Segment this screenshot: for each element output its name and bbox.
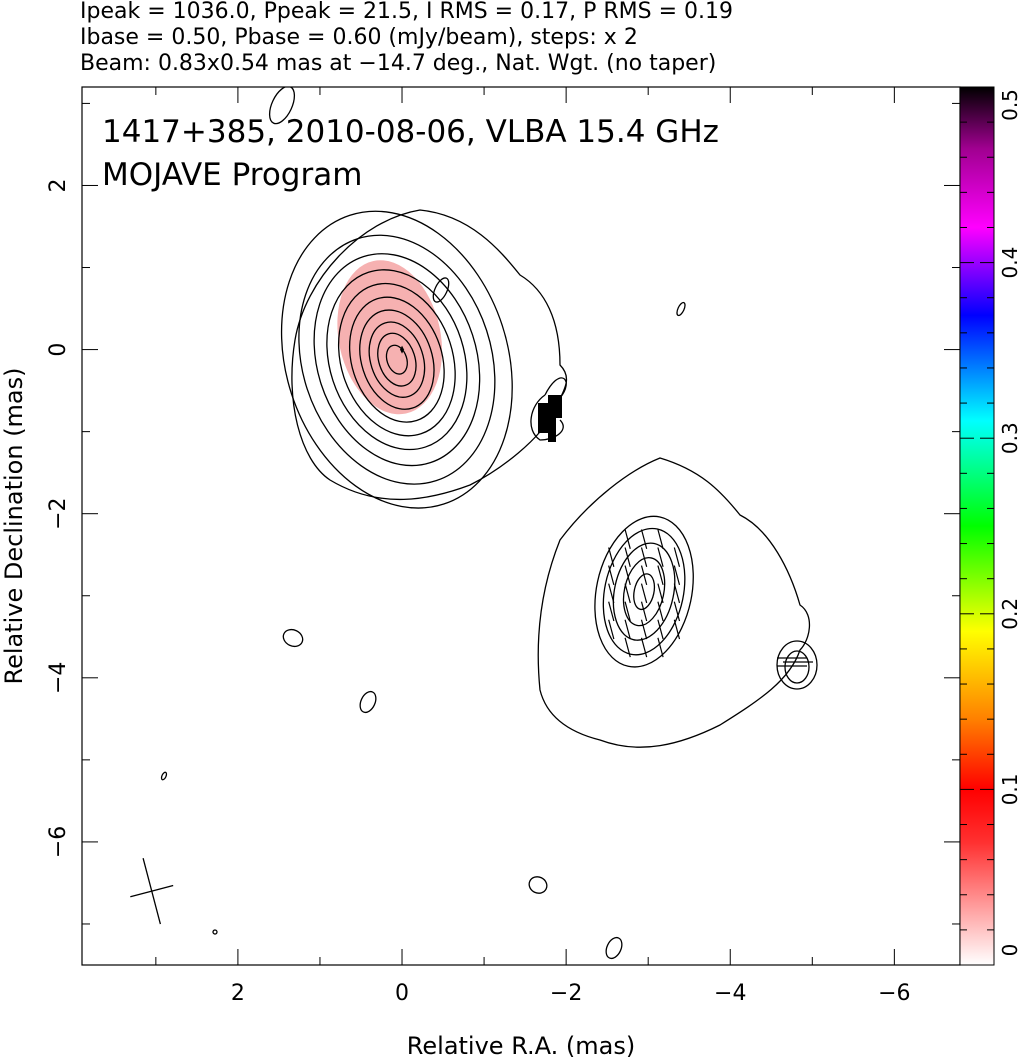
core-contour bbox=[377, 332, 417, 387]
evpa-vector bbox=[640, 547, 648, 567]
evpa-vector bbox=[624, 547, 631, 567]
minor-component-contour bbox=[776, 640, 818, 690]
noise-contour bbox=[676, 301, 686, 317]
core-contour bbox=[348, 296, 445, 423]
evpa-vector bbox=[673, 565, 681, 586]
evpa-vector bbox=[640, 637, 648, 658]
evpa-vector bbox=[657, 547, 664, 567]
x-tick-label: 2 bbox=[231, 981, 245, 1006]
noise-contour bbox=[605, 936, 623, 960]
evpa-vector bbox=[608, 619, 615, 640]
evpa-vector bbox=[624, 529, 631, 549]
chart-title-line-1: 1417+385, 2010-08-06, VLBA 15.4 GHz bbox=[102, 114, 719, 150]
minor-component-contour bbox=[784, 650, 810, 684]
chart-title-line-2: MOJAVE Program bbox=[102, 157, 362, 193]
y-axis-label: Relative Declination (mas) bbox=[0, 367, 28, 684]
header-line-1: Ipeak = 1036.0, Ppeak = 21.5, I RMS = 0.… bbox=[80, 0, 733, 24]
evpa-vector bbox=[624, 619, 631, 640]
x-tick-label: 0 bbox=[395, 981, 409, 1006]
noise-contour bbox=[160, 771, 168, 781]
core-outer-contour bbox=[291, 209, 567, 501]
evpa-vector bbox=[624, 637, 631, 658]
colorbar-tick-label: 0 bbox=[998, 944, 1022, 957]
evpa-vector bbox=[624, 583, 631, 604]
evpa-vector bbox=[657, 619, 664, 640]
evpa-vector bbox=[673, 601, 681, 622]
jet-contour bbox=[633, 573, 656, 611]
y-tick-label: −4 bbox=[46, 662, 71, 694]
beam-minor-axis bbox=[130, 884, 174, 898]
evpa-vector bbox=[608, 565, 615, 586]
jet-contour bbox=[602, 527, 686, 656]
core-contour bbox=[337, 282, 456, 437]
evpa-vector bbox=[673, 583, 681, 604]
core-contour bbox=[280, 210, 513, 509]
evpa-vector bbox=[640, 565, 648, 586]
evpa-vector bbox=[624, 601, 631, 622]
evpa-vector bbox=[624, 565, 631, 586]
jet-contour bbox=[594, 515, 694, 668]
colorbar-tick-label: 0.1 bbox=[998, 773, 1022, 805]
header-line-3: Beam: 0.83x0.54 mas at −14.7 deg., Nat. … bbox=[80, 51, 717, 76]
evpa-vector bbox=[657, 637, 664, 658]
header-line-2: Ibase = 0.50, Pbase = 0.60 (mJy/beam), s… bbox=[80, 25, 638, 50]
evpa-vector bbox=[640, 529, 648, 549]
noise-contour bbox=[528, 876, 548, 894]
evpa-vector bbox=[657, 565, 664, 586]
x-tick-label: −4 bbox=[714, 981, 746, 1006]
noise-contour bbox=[282, 628, 304, 648]
polarization-patch bbox=[337, 260, 443, 415]
block-contour bbox=[530, 377, 567, 441]
colorbar-tick-label: 0.4 bbox=[998, 247, 1022, 279]
core-peak-marker bbox=[400, 345, 405, 354]
colorbar-tick-label: 0.3 bbox=[998, 422, 1022, 454]
core-contour bbox=[313, 253, 481, 467]
core-contour bbox=[385, 344, 408, 375]
evpa-vector bbox=[673, 619, 681, 640]
noise-contour bbox=[359, 690, 377, 714]
evpa-vector bbox=[608, 583, 615, 604]
colorbar-tick-label: 0.5 bbox=[998, 89, 1022, 121]
noise-contour bbox=[212, 929, 218, 935]
colorbar-ticks: 0 0.1 0.2 0.3 0.4 0.5 bbox=[960, 86, 1022, 966]
evpa-vector bbox=[657, 601, 664, 622]
core-contour bbox=[359, 309, 435, 410]
x-tick-label: −2 bbox=[550, 981, 582, 1006]
axes-layer: 2 0 −2 −4 −6 2 0 −2 −4 −6 bbox=[46, 87, 960, 1006]
evpa-vector bbox=[608, 547, 615, 567]
y-tick-label: −2 bbox=[46, 497, 71, 529]
evpa-vector bbox=[640, 583, 648, 604]
polarization-block bbox=[538, 395, 562, 442]
evpa-vector bbox=[640, 619, 648, 640]
evpa-vector bbox=[673, 547, 681, 567]
core-contour bbox=[368, 321, 426, 398]
y-tick-label: 2 bbox=[46, 178, 71, 192]
colorbar-tick-label: 0.2 bbox=[998, 598, 1022, 630]
noise-contour bbox=[268, 87, 296, 125]
evpa-vector bbox=[657, 529, 664, 549]
jet-contour bbox=[612, 542, 676, 641]
x-axis-label: Relative R.A. (mas) bbox=[407, 1032, 635, 1060]
evpa-vector bbox=[640, 601, 648, 622]
evpa-vector bbox=[608, 601, 615, 622]
y-tick-label: −6 bbox=[46, 826, 71, 858]
y-tick-label: 0 bbox=[46, 343, 71, 357]
jet-outer-contour bbox=[537, 457, 811, 748]
core-contour bbox=[326, 269, 468, 451]
noise-contour bbox=[432, 277, 450, 303]
evpa-vector bbox=[657, 583, 664, 604]
jet-contour bbox=[622, 557, 666, 627]
colorbar bbox=[959, 86, 995, 966]
x-tick-label: −6 bbox=[878, 981, 910, 1006]
plot-frame bbox=[81, 86, 961, 966]
map-layer bbox=[130, 87, 818, 960]
